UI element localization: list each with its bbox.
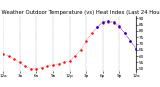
Title: Milwaukee Weather Outdoor Temperature (vs) Heat Index (Last 24 Hours): Milwaukee Weather Outdoor Temperature (v… <box>0 10 160 15</box>
